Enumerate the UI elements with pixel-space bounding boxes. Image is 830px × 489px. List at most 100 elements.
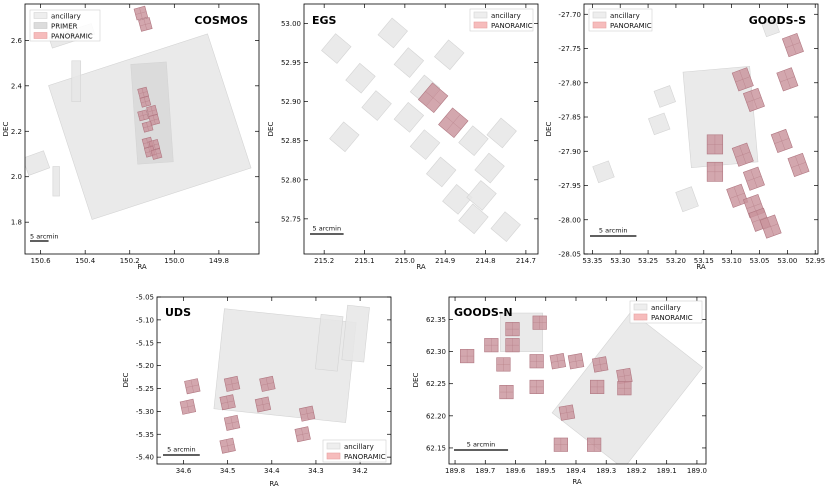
x-tick-label: 53.20 xyxy=(666,257,686,265)
y-tick-label: -5.40 xyxy=(136,454,154,462)
panoramic-pointing xyxy=(617,381,632,396)
y-tick-label: 2.6 xyxy=(11,37,23,45)
y-axis-label: DEC xyxy=(545,122,553,137)
ancillary-footprint xyxy=(409,129,441,160)
ancillary-footprint xyxy=(466,180,497,211)
y-axis-label: DEC xyxy=(2,122,10,137)
y-tick-label: 62.15 xyxy=(426,444,446,452)
x-tick-label: 215.1 xyxy=(354,257,374,265)
panoramic-pointing xyxy=(553,437,568,452)
panoramic-pointing xyxy=(558,404,576,421)
legend-swatch-ancillary xyxy=(592,11,607,19)
ancillary-footprint xyxy=(315,313,344,372)
legend-swatch-ancillary xyxy=(633,303,648,311)
legend-swatch-panoramic xyxy=(473,21,488,29)
ancillary-footprint xyxy=(393,101,425,133)
x-tick-label: 189.7 xyxy=(475,467,495,475)
scale-bar: 5 arcmin xyxy=(30,233,59,242)
scale-bar-label: 5 arcmin xyxy=(467,441,496,449)
x-tick-label: 150.0 xyxy=(164,257,184,265)
ancillary-footprint xyxy=(675,186,699,213)
panoramic-pointing xyxy=(549,353,567,370)
x-tick-label: 34.6 xyxy=(176,467,192,475)
x-tick-label: 189.3 xyxy=(596,467,616,475)
x-tick-label: 189.2 xyxy=(626,467,646,475)
panoramic-pointing xyxy=(505,338,520,353)
y-tick-label: 2.4 xyxy=(11,82,23,90)
y-tick-label: 52.85 xyxy=(281,137,301,145)
panel-title: UDS xyxy=(165,306,191,319)
panel-goods-s: 53.35 53.30 53.25 53.20 53.15 53.10 53.05 53.00… xyxy=(545,3,825,271)
legend-swatch-primer xyxy=(33,22,48,29)
scale-bar: 5 arcmin xyxy=(590,227,637,237)
panoramic-pointing xyxy=(133,5,149,21)
y-tick-label: 62.20 xyxy=(426,412,446,420)
panoramic-pointing xyxy=(460,349,475,364)
panel-egs: 215.2 215.1 215.0 214.9 214.8 214.7 52.75 52.80… xyxy=(267,3,539,271)
panoramic-pointing xyxy=(591,356,609,373)
legend-swatch-panoramic xyxy=(592,21,607,29)
panoramic-pointing xyxy=(223,375,241,392)
x-tick-label: 214.8 xyxy=(476,257,496,265)
panel-goods-n: 189.8 189.7 189.6 189.5 189.4 189.3 189.2 189.1… xyxy=(412,296,707,486)
panoramic-pointing xyxy=(787,152,810,178)
panoramic-pointing xyxy=(781,33,804,58)
panoramic-pointing xyxy=(141,120,154,133)
legend-label-ancillary: ancillary xyxy=(610,12,640,20)
panoramic-pointing xyxy=(567,353,585,370)
ancillary-footprint xyxy=(361,90,392,121)
panoramic-pointing xyxy=(529,354,544,369)
panel-title: GOODS-S xyxy=(749,14,806,27)
ancillary-footprint xyxy=(71,60,82,103)
y-tick-label: 52.90 xyxy=(281,98,301,106)
x-tick-label: 53.35 xyxy=(582,257,602,265)
scale-bar: 5 arcmin xyxy=(163,446,200,456)
y-tick-label: 62.30 xyxy=(426,348,446,356)
legend: ancillary PANORAMIC xyxy=(322,439,387,463)
x-axis-label: RA xyxy=(137,263,147,271)
panoramic-pointing xyxy=(532,315,547,330)
panoramic-pointing xyxy=(742,166,765,191)
panoramic-pointing xyxy=(776,67,799,92)
x-axis-label: RA xyxy=(572,478,582,486)
scale-bar-label: 5 arcmin xyxy=(30,233,59,241)
panoramic-pointing xyxy=(223,414,241,431)
legend-swatch-panoramic xyxy=(326,452,341,460)
x-tick-label: 53.10 xyxy=(722,257,742,265)
panoramic-pointing xyxy=(759,214,782,239)
ancillary-footprint xyxy=(393,47,425,78)
x-tick-label: 34.3 xyxy=(308,467,324,475)
legend-label-panoramic: PANORAMIC xyxy=(610,22,652,30)
panoramic-pointing xyxy=(587,437,602,452)
y-tick-label: -27.75 xyxy=(558,45,581,53)
x-tick-label: 189.6 xyxy=(505,467,526,475)
ancillary-footprint xyxy=(425,156,457,188)
legend-label-ancillary: ancillary xyxy=(491,12,521,20)
y-tick-label: 62.35 xyxy=(426,316,446,324)
panoramic-pointing xyxy=(179,398,197,415)
y-tick-label: -27.85 xyxy=(558,114,581,122)
x-tick-label: 215.0 xyxy=(395,257,415,265)
legend: ancillary PANORAMIC xyxy=(629,300,703,324)
panoramic-pointing xyxy=(150,148,163,160)
panoramic-pointing xyxy=(146,104,158,117)
ancillary-footprint xyxy=(329,121,360,153)
ancillary-footprint xyxy=(648,112,671,136)
y-tick-label: 2.0 xyxy=(11,173,22,181)
x-tick-label: 34.5 xyxy=(220,467,236,475)
scale-bar: 5 arcmin xyxy=(454,441,509,451)
scale-bar-label: 5 arcmin xyxy=(313,225,342,233)
panoramic-pointing xyxy=(138,17,153,32)
panoramic-pointing xyxy=(706,161,724,182)
panoramic-pointing xyxy=(731,67,754,92)
panoramic-pointing xyxy=(590,379,605,394)
x-tick-label: 214.7 xyxy=(516,257,536,265)
legend: ancillary PANORAMIC xyxy=(588,8,653,32)
x-tick-label: 189.1 xyxy=(657,467,677,475)
ancillary-footprint xyxy=(458,203,489,235)
y-axis-label: DEC xyxy=(412,373,420,388)
legend-label-ancillary: ancillary xyxy=(344,443,374,451)
y-tick-label: -5.35 xyxy=(136,431,154,439)
panoramic-pointing xyxy=(259,375,276,392)
